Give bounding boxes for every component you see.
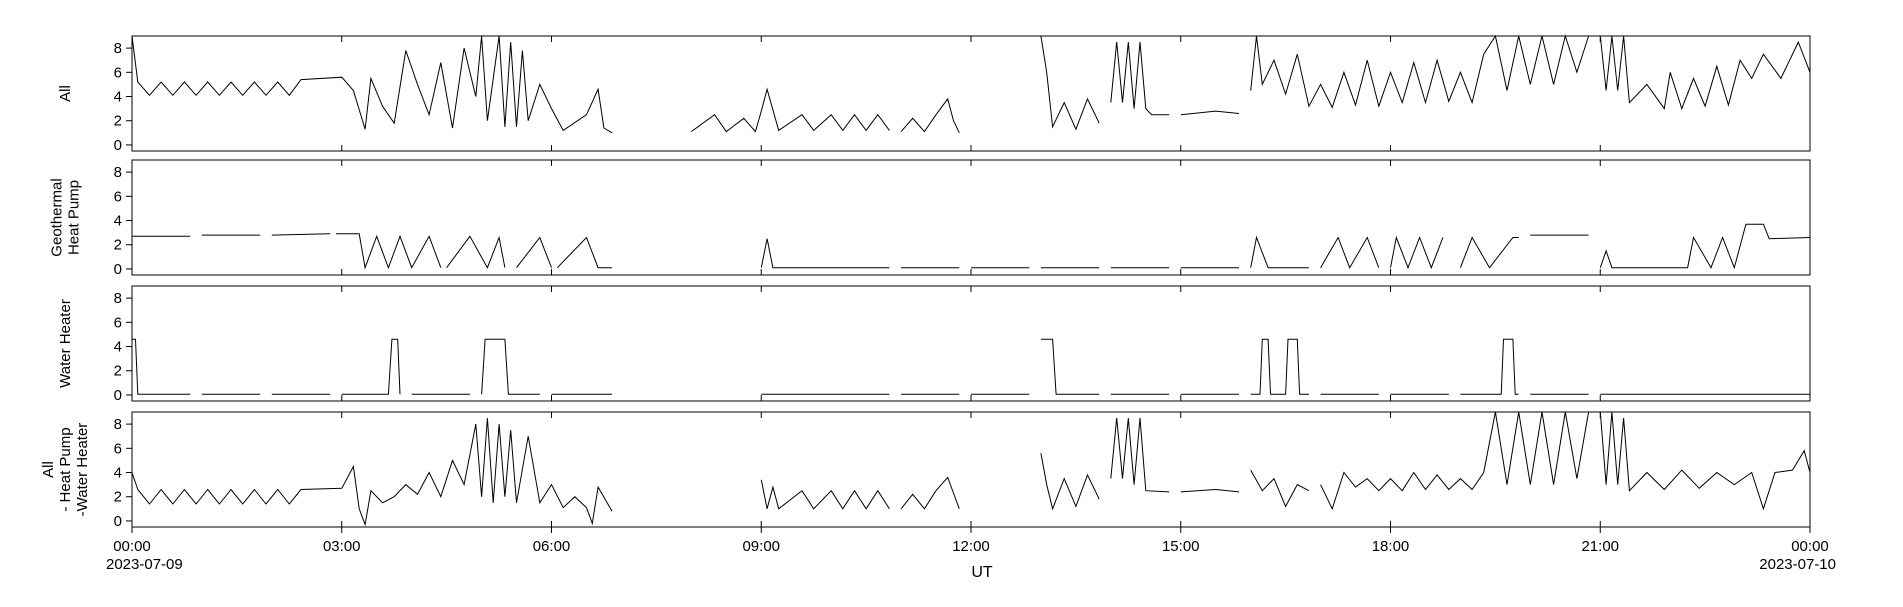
y-tick-label: 0 bbox=[114, 137, 122, 154]
y-tick-label: 2 bbox=[114, 489, 122, 506]
panel-frame bbox=[131, 159, 1811, 276]
y-tick-label: 4 bbox=[114, 339, 122, 356]
x-tick-label: 21:00 bbox=[1581, 538, 1619, 555]
y-tick-label: 2 bbox=[114, 113, 122, 130]
y-tick-label: 6 bbox=[114, 314, 122, 331]
series-line bbox=[132, 223, 1811, 270]
y-tick-label: 8 bbox=[114, 416, 122, 433]
y-axis-label: All bbox=[57, 85, 74, 102]
y-axis-label: All bbox=[40, 461, 57, 478]
y-tick-label: 6 bbox=[114, 64, 122, 81]
y-axis-label: -Water Heater bbox=[74, 423, 91, 517]
y-tick-label: 4 bbox=[114, 89, 122, 106]
panel-1: 0 2 4 6 8 All bbox=[57, 34, 1811, 154]
panel-4: 0 2 4 6 8 All - Heat Pump -Water Heater bbox=[40, 411, 1811, 530]
x-tick-label: 09:00 bbox=[742, 538, 780, 555]
y-tick-label: 6 bbox=[114, 188, 122, 205]
x-axis-label: UT bbox=[971, 564, 993, 581]
y-tick-label: 4 bbox=[114, 213, 122, 230]
y-tick-label: 2 bbox=[114, 363, 122, 380]
x-tick-label: 06:00 bbox=[533, 538, 571, 555]
series-line bbox=[132, 338, 1810, 395]
y-tick-label: 0 bbox=[114, 513, 122, 530]
y-tick-label: 8 bbox=[114, 40, 122, 57]
panel-frame bbox=[131, 35, 1811, 152]
x-tick-label: 12:00 bbox=[952, 538, 990, 555]
y-axis-label: Geothermal bbox=[49, 178, 66, 256]
x-tick-label: 03:00 bbox=[323, 538, 361, 555]
y-axis-label: - Heat Pump bbox=[57, 427, 74, 511]
x-tick-label: 00:00 bbox=[1791, 538, 1829, 555]
x-tick-date-label: 2023-07-09 bbox=[106, 556, 183, 573]
panel-frame bbox=[131, 411, 1811, 528]
panel-2: 0 2 4 6 8 Geothermal Heat Pump bbox=[49, 159, 1811, 278]
panels-layer: 0 2 4 6 8 All 0 2 4 6 8 Geothermal Heat Pump 0 2 4 6 8 Wat… bbox=[40, 34, 1811, 530]
y-tick-label: 0 bbox=[114, 387, 122, 404]
y-tick-label: 4 bbox=[114, 465, 122, 482]
x-tick-label: 15:00 bbox=[1162, 538, 1200, 555]
y-axis-label: Water Heater bbox=[57, 299, 74, 388]
y-tick-label: 0 bbox=[114, 261, 122, 278]
y-tick-label: 6 bbox=[114, 440, 122, 457]
panel-3: 0 2 4 6 8 Water Heater bbox=[57, 285, 1811, 404]
y-axis-label: Heat Pump bbox=[66, 180, 83, 255]
x-tick-label: 18:00 bbox=[1372, 538, 1410, 555]
series-line bbox=[131, 34, 1811, 134]
y-tick-label: 2 bbox=[114, 237, 122, 254]
y-tick-label: 8 bbox=[114, 290, 122, 307]
series-line bbox=[131, 411, 1811, 527]
x-tick-date-label: 2023-07-10 bbox=[1759, 556, 1836, 573]
x-tick-label: 00:00 bbox=[113, 538, 151, 555]
panel-frame bbox=[131, 285, 1811, 402]
y-tick-label: 8 bbox=[114, 164, 122, 181]
